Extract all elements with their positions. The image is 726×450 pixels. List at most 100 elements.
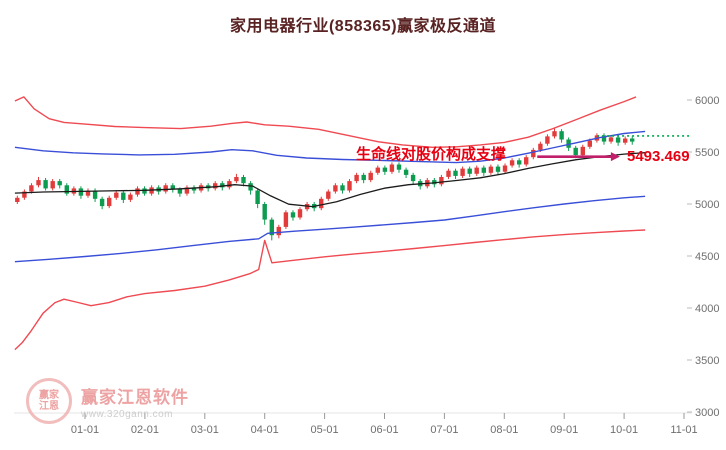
candle-body: [319, 198, 324, 209]
lower-red-line: [14, 229, 646, 351]
candle-body: [538, 143, 543, 150]
x-tick-label: 07-01: [430, 424, 458, 436]
x-tick-label: 11-01: [670, 424, 697, 436]
candle-body: [481, 167, 486, 173]
candle-body: [361, 174, 366, 181]
candle-body: [453, 170, 458, 176]
logo-text-top: 赢家: [39, 389, 59, 401]
upper-blue-line: [14, 130, 646, 164]
candle-body: [410, 174, 416, 182]
candle-body: [509, 160, 515, 166]
candle-body: [128, 194, 133, 200]
candle-body: [439, 177, 444, 185]
watermark-brand: 赢家江恩软件: [81, 387, 189, 407]
candle-body: [623, 138, 628, 143]
watermark: 赢家 江恩 赢家江恩软件 www.320gann.com: [26, 378, 189, 424]
candle-body: [326, 191, 331, 199]
candle-body: [446, 170, 451, 177]
lower-blue-line: [14, 195, 646, 263]
candle-body: [531, 149, 536, 158]
candle-body: [85, 190, 91, 196]
x-tick-label: 09-01: [550, 424, 578, 436]
candle-body: [220, 183, 225, 188]
candle-body: [191, 187, 197, 191]
candle-body: [587, 140, 592, 147]
candle-body: [615, 137, 621, 143]
candle-body: [608, 137, 614, 142]
y-tick-label: 3500: [695, 355, 719, 367]
candle-body: [276, 226, 281, 236]
watermark-url: www.320gann.com: [81, 408, 173, 420]
candle-body: [177, 189, 183, 194]
upper-red-line: [14, 96, 637, 149]
candle-body: [213, 183, 218, 189]
x-tick-label: 06-01: [370, 424, 398, 436]
candle-body: [403, 169, 409, 175]
candle-body: [92, 190, 98, 199]
candle-body: [262, 204, 267, 220]
candle-body: [347, 181, 352, 191]
candle-body: [566, 139, 571, 148]
candle-body: [163, 185, 168, 192]
candle-body: [121, 192, 126, 200]
candle-body: [552, 131, 557, 137]
life-line-line: [14, 152, 646, 208]
candle-body: [248, 183, 253, 191]
candle-body: [57, 181, 62, 186]
candle-body: [340, 185, 345, 191]
candle-body: [114, 192, 119, 198]
candle-body: [15, 197, 20, 202]
candle-body: [22, 191, 27, 198]
x-tick-label: 08-01: [490, 424, 518, 436]
x-tick-label: 05-01: [311, 424, 339, 436]
candle-body: [297, 209, 303, 218]
candle-body: [545, 136, 550, 144]
y-tick-label: 4000: [695, 303, 719, 315]
support-arrow-head: [610, 152, 620, 162]
candle-body: [573, 147, 578, 156]
candle-body: [502, 165, 508, 172]
candle-body: [142, 188, 147, 194]
y-tick-label: 3000: [695, 407, 719, 419]
candle-body: [78, 188, 84, 196]
support-annotation-text: 生命线对股价构成支撑: [356, 146, 507, 163]
candle-body: [64, 185, 69, 194]
candle-body: [241, 177, 246, 184]
candle-body: [460, 168, 465, 176]
candle-body: [382, 167, 388, 172]
y-tick-label: 5500: [695, 147, 719, 159]
candle-body: [99, 198, 105, 207]
x-tick-label: 10-01: [610, 424, 638, 436]
candle-body: [389, 164, 395, 172]
candle-body: [396, 164, 402, 170]
candle-body: [467, 168, 472, 174]
candle-body: [227, 181, 232, 188]
candle-body: [255, 190, 260, 204]
candle-body: [135, 188, 140, 195]
candle-body: [43, 180, 48, 189]
logo-text-bottom: 江恩: [39, 401, 59, 412]
candle-body: [580, 146, 585, 156]
y-tick-label: 5000: [695, 199, 719, 211]
x-tick-label: 03-01: [191, 424, 219, 436]
candle-body: [184, 187, 190, 194]
candle-body: [234, 177, 239, 182]
candle-body: [50, 181, 55, 189]
x-tick-label: 04-01: [251, 424, 279, 436]
y-tick-label: 6000: [695, 95, 719, 107]
candle-body: [488, 166, 494, 173]
x-tick-label: 01-01: [71, 424, 99, 436]
page-title: 家用电器行业(858365)赢家极反通道: [229, 18, 497, 35]
candle-body: [283, 212, 289, 227]
candle-body: [36, 180, 41, 186]
candle-body: [368, 172, 373, 181]
candle-body: [107, 197, 112, 207]
candle-body: [630, 138, 635, 142]
candle-body: [269, 219, 274, 236]
candle-body: [559, 131, 564, 140]
candle-body: [333, 185, 338, 192]
brand-logo-icon: 赢家 江恩: [26, 378, 72, 424]
candle-body: [495, 166, 501, 172]
